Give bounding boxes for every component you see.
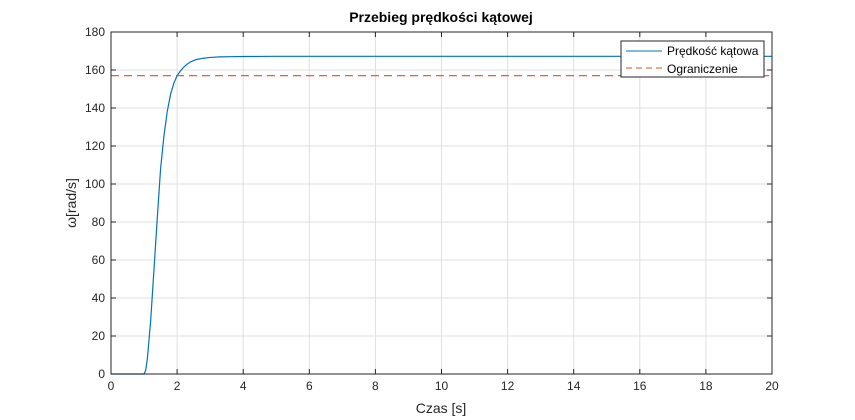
x-tick-label-9: 18	[699, 379, 713, 393]
legend-box	[620, 40, 765, 78]
y-tick-label-2: 40	[92, 291, 106, 305]
legend-entry-angular-velocity: Prędkość kątowa	[667, 44, 759, 58]
y-tick-label-5: 100	[85, 177, 105, 191]
y-tick-label-8: 160	[85, 63, 105, 77]
x-tick-label-1: 2	[174, 379, 181, 393]
x-tick-label-3: 6	[306, 379, 313, 393]
y-tick-label-9: 180	[85, 25, 105, 39]
x-tick-label-8: 16	[633, 379, 647, 393]
legend: Prędkość kątowa Ograniczenie	[620, 40, 765, 78]
legend-entry-limit: Ograniczenie	[667, 62, 738, 76]
y-tick-label-3: 60	[92, 253, 106, 267]
x-tick-label-2: 4	[240, 379, 247, 393]
x-tick-label-5: 10	[435, 379, 449, 393]
x-axis-label: Czas [s]	[416, 400, 467, 416]
chart-title: Przebieg prędkości kątowej	[349, 9, 533, 25]
x-tick-label-0: 0	[108, 379, 115, 393]
y-tick-label-0: 0	[98, 367, 105, 381]
y-tick-label-7: 140	[85, 101, 105, 115]
x-tick-label-6: 12	[501, 379, 515, 393]
axis-ticks: 0 2 4 6 8 10 12 14 16 18 20 0 20 40 60 80 100 120 140 160 18…	[85, 25, 779, 393]
y-tick-label-4: 80	[92, 215, 106, 229]
y-tick-label-6: 120	[85, 139, 105, 153]
x-tick-label-10: 20	[765, 379, 779, 393]
y-axis-label: ω[rad/s]	[63, 178, 79, 228]
series-angular-velocity-line	[111, 55, 772, 375]
y-tick-label-1: 20	[92, 329, 106, 343]
x-tick-label-4: 8	[372, 379, 379, 393]
x-tick-label-7: 14	[567, 379, 581, 393]
